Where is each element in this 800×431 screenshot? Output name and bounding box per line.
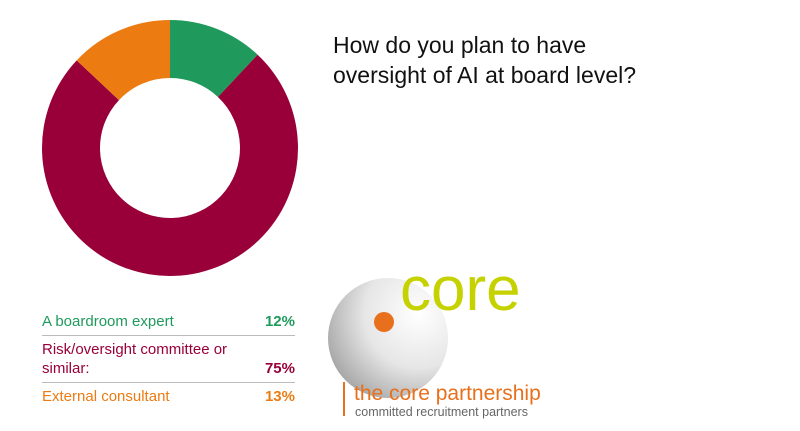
- logo: core the core partnership committed recr…: [328, 255, 541, 419]
- legend-row: Risk/oversight committee or similar: 75%: [42, 336, 295, 383]
- logo-tagline: committed recruitment partners: [355, 405, 528, 419]
- legend-label: A boardroom expert: [42, 313, 174, 330]
- legend-value: 12%: [264, 313, 295, 330]
- donut: [41, 20, 298, 276]
- legend-label: External consultant: [42, 388, 170, 405]
- donut-slice: [76, 20, 170, 101]
- legend-row: External consultant 13%: [42, 383, 295, 410]
- legend-value: 75%: [264, 360, 295, 377]
- donut-slice: [41, 54, 298, 276]
- logo-dot: [374, 312, 394, 332]
- legend-value: 13%: [264, 388, 295, 405]
- logo-sphere: [328, 278, 448, 398]
- legend-row: A boardroom expert 12%: [42, 308, 295, 336]
- chart-title: How do you plan to have oversight of AI …: [333, 32, 637, 88]
- donut-slice: [170, 20, 258, 97]
- logo-name: the core partnership: [354, 382, 541, 405]
- legend: A boardroom expert 12% Risk/oversight comm…: [42, 308, 295, 410]
- legend-label: Risk/oversight committee or similar:: [42, 341, 228, 377]
- logo-wordmark: core: [400, 255, 521, 324]
